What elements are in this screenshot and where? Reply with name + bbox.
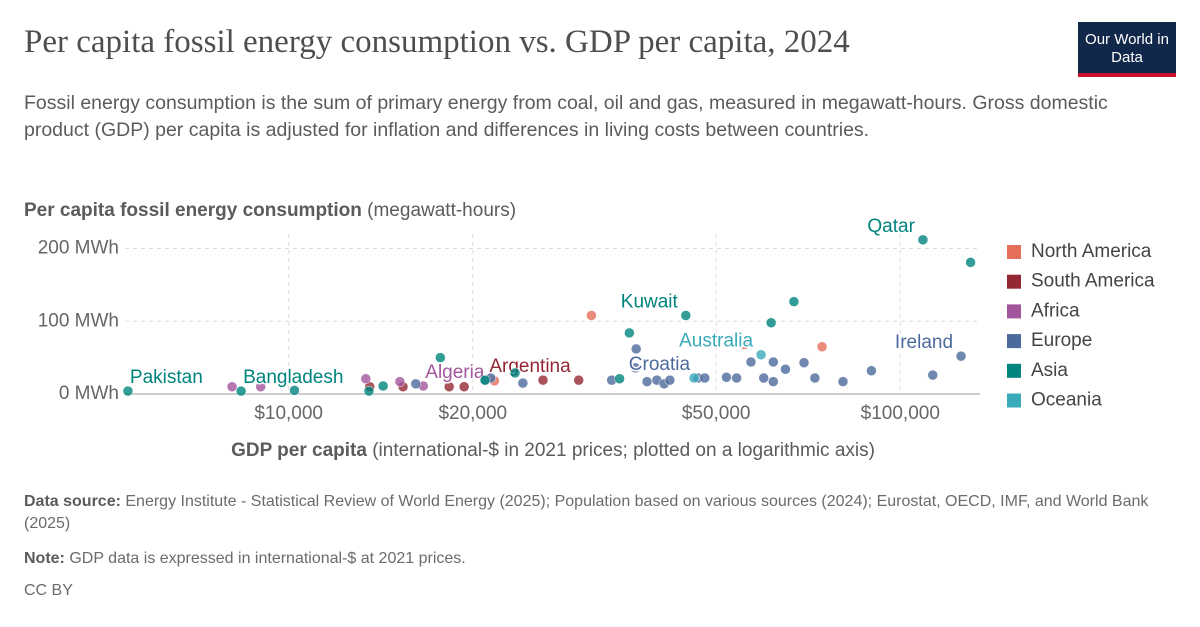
point — [809, 372, 821, 384]
point — [917, 234, 929, 246]
legend-swatch — [1007, 334, 1021, 349]
source-label: Data source: — [24, 493, 121, 510]
point — [630, 362, 641, 374]
point — [458, 381, 470, 392]
logo[interactable]: Our World in Data — [1078, 22, 1176, 77]
point — [289, 385, 300, 396]
x-tick-label: $100,000 — [861, 403, 940, 424]
legend-swatch — [1007, 245, 1021, 259]
y-axis-title-text: (megawatt-hours) — [367, 200, 516, 221]
point — [363, 385, 375, 397]
point — [377, 380, 389, 392]
point-label: Bangladesh — [243, 367, 343, 388]
point — [745, 356, 757, 368]
point-label: Pakistan — [130, 367, 203, 388]
point — [721, 372, 732, 383]
point-label: Kuwait — [621, 291, 679, 312]
license: CC BY — [24, 582, 73, 599]
point — [965, 257, 976, 268]
point — [927, 369, 938, 381]
source-text: Energy Institute - Statistical Review of… — [24, 493, 1149, 532]
point — [443, 381, 455, 392]
point — [768, 356, 779, 368]
point-label: Australia — [679, 331, 753, 352]
point — [586, 310, 597, 321]
note-text: GDP data is expressed in international-$… — [69, 550, 466, 567]
point — [780, 364, 791, 375]
point — [837, 376, 849, 387]
point — [630, 343, 642, 355]
source: Data source: Energy Institute - Statisti… — [24, 491, 1154, 535]
point — [758, 372, 769, 384]
point — [731, 372, 742, 384]
point — [410, 378, 422, 390]
point — [226, 381, 238, 392]
point — [537, 374, 549, 386]
y-tick-label: 0 MWh — [59, 383, 119, 404]
title: Per capita fossil energy consumption vs.… — [24, 24, 850, 60]
point — [360, 373, 372, 384]
point — [479, 374, 491, 386]
point — [624, 327, 635, 339]
legend-label: Africa — [1031, 300, 1080, 321]
y-tick-label: 200 MWh — [38, 238, 119, 259]
legend-label: South America — [1031, 271, 1155, 292]
point — [739, 339, 750, 350]
note-label: Note: — [24, 550, 65, 567]
x-axis-title-bold: GDP per capita — [231, 440, 367, 461]
x-axis-title-text: (international-$ in 2021 prices; plotted… — [372, 440, 875, 461]
point — [255, 381, 266, 392]
x-tick-label: $10,000 — [254, 403, 323, 424]
point — [798, 357, 810, 368]
point — [235, 385, 247, 397]
subtitle: Fossil energy consumption is the sum of … — [24, 92, 1108, 141]
point-label: Qatar — [867, 216, 915, 237]
x-axis-title: GDP per capita (international-$ in 2021 … — [231, 440, 875, 461]
legend-label: Asia — [1031, 360, 1068, 381]
point — [641, 376, 653, 387]
legend-swatch — [1007, 304, 1021, 319]
point — [573, 374, 584, 386]
point — [816, 341, 828, 352]
point-label: Algeria — [425, 362, 485, 383]
point — [768, 376, 779, 387]
point — [699, 372, 711, 384]
point — [394, 376, 406, 387]
point-label: Ireland — [895, 332, 953, 353]
point — [765, 317, 777, 328]
y-axis-title-bold: Per capita fossil energy consumption — [24, 200, 362, 221]
legend-label: Europe — [1031, 330, 1092, 351]
x-tick-label: $50,000 — [682, 403, 751, 424]
point — [122, 385, 134, 397]
legend-label: North America — [1031, 241, 1152, 262]
legend-swatch — [1007, 393, 1021, 408]
point — [435, 352, 446, 363]
point — [688, 372, 700, 384]
point — [788, 296, 800, 307]
note: Note: GDP data is expressed in internati… — [24, 548, 1154, 570]
y-tick-label: 100 MWh — [38, 310, 119, 331]
legend-swatch — [1007, 274, 1021, 289]
point — [664, 374, 676, 386]
x-tick-label: $20,000 — [438, 403, 507, 424]
point-label: Croatia — [629, 354, 691, 375]
chart: Per capita fossil energy consumption (me… — [24, 200, 1155, 461]
legend-label: Oceania — [1031, 390, 1102, 411]
point-label: Argentina — [489, 356, 571, 377]
point — [517, 377, 529, 389]
point — [866, 365, 877, 376]
legend-swatch — [1007, 363, 1021, 378]
point — [614, 373, 625, 384]
point — [755, 349, 767, 360]
point — [955, 350, 967, 362]
point — [680, 310, 692, 321]
point — [509, 367, 521, 379]
y-axis-title: Per capita fossil energy consumption (me… — [24, 200, 516, 221]
